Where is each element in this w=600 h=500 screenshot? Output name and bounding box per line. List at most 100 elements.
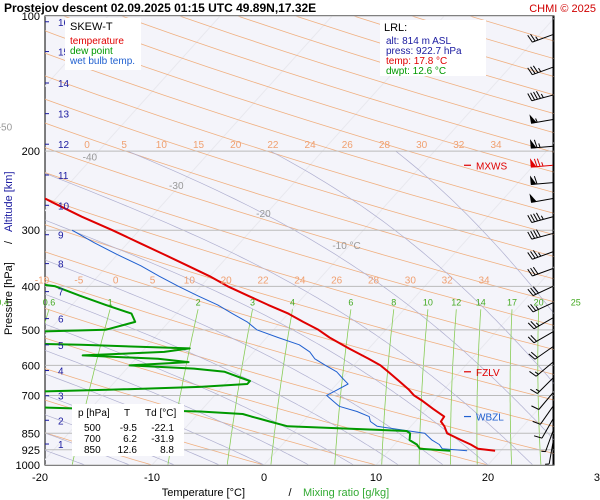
dry-adiabat: [45, 251, 554, 401]
dry-adiabat-label: 26: [342, 140, 354, 151]
dry-adiabat-label: 26: [331, 275, 343, 286]
chart-title: Prostejov descent 02.09.2025 01:15 UTC 4…: [4, 1, 316, 15]
wind-barb: [527, 266, 554, 277]
altitude-tick-label: 5: [58, 341, 64, 352]
y-axis-label: Pressure [hPa]: [3, 262, 15, 335]
mixing-ratio-line: [334, 309, 352, 465]
level-marker-label: MXWS: [476, 161, 507, 172]
dry-adiabat-label: 32: [442, 275, 454, 286]
lrl-dewpoint: dwpt: 12.6 °C: [386, 66, 446, 77]
dry-adiabat-label: 30: [405, 275, 417, 286]
dewpoint-line: [45, 283, 451, 452]
dry-adiabat-label: -10: [35, 275, 50, 286]
svg-text:-9.5: -9.5: [120, 423, 138, 434]
dry-adiabat: [45, 172, 554, 326]
level-marker-label: WBZL: [476, 413, 504, 424]
y-axis-label-group: Pressure [hPa] / Altitude [km]: [3, 171, 15, 335]
wind-barb: [532, 405, 554, 425]
altitude-tick-label: 11: [58, 171, 69, 182]
legend: SKEW-T temperature dew point wet bulb te…: [65, 18, 141, 70]
dry-adiabat-label: 10: [156, 140, 168, 151]
mixing-ratio-label: 3: [250, 297, 255, 307]
altitude-tick-label: 15: [58, 48, 70, 59]
wind-barb: [527, 212, 554, 223]
x-tick-label: 0: [261, 472, 267, 484]
altitude-tick-label: 14: [58, 79, 70, 90]
x-tick-label: 10: [370, 472, 382, 484]
wind-barb: [531, 392, 554, 410]
x-axis-label-separator: /: [288, 487, 292, 499]
altitude-tick-label: 1: [58, 440, 64, 451]
lrl-altitude: alt: 814 m ASL: [386, 36, 451, 47]
altitude-tick-label: 8: [58, 260, 64, 271]
mixing-ratio-label: 4: [290, 297, 295, 307]
moist-adiabat: [45, 373, 265, 465]
table-header-td: Td [°C]: [145, 408, 176, 419]
svg-text:-31.9: -31.9: [151, 434, 174, 445]
altitude-tick-label: 10: [58, 201, 70, 212]
pressure-tick-label: 1000: [16, 460, 40, 472]
mixing-ratio-line: [418, 309, 429, 465]
legend-title: SKEW-T: [70, 21, 113, 33]
wind-barb: [529, 361, 554, 377]
mixing-ratio-label: 10: [423, 297, 433, 307]
isotherm: [45, 16, 333, 336]
mixing-ratio-line: [381, 309, 395, 465]
dry-adiabat: [45, 197, 554, 350]
x-axis-label: Temperature [°C]: [162, 487, 245, 499]
wind-barb: [529, 114, 554, 124]
altitude-tick-label: 13: [58, 110, 70, 121]
lrl-temperature: temp: 17.8 °C: [386, 56, 447, 67]
x-tick-label: -10: [144, 472, 160, 484]
dry-adiabat-label: 34: [490, 140, 502, 151]
legend-wetbulb: wet bulb temp.: [69, 56, 135, 67]
x-tick-label: 30: [594, 472, 600, 484]
x-axis-label-mixing: Mixing ratio [g/kg]: [303, 487, 389, 499]
mixing-ratio-label: 2: [196, 297, 201, 307]
y-axis-ticks: 100 200 300 400 500 600 700 850 925 1000: [16, 11, 40, 472]
isotherm-label: -10 °C: [332, 241, 360, 252]
dry-adiabat-label: 20: [230, 140, 242, 151]
dry-adiabat-label: 34: [478, 275, 490, 286]
dry-adiabat: [45, 147, 554, 303]
mixing-ratio-label: 0.4: [0, 297, 9, 307]
x-tick-label: -20: [32, 472, 48, 484]
copyright-label: CHMI © 2025: [529, 3, 596, 15]
mixing-ratio-label: 17: [507, 297, 517, 307]
dry-adiabat: [45, 122, 554, 280]
dry-adiabat: [45, 75, 554, 236]
mixing-ratio-label: 0.6: [43, 297, 56, 307]
dry-adiabat-label: 28: [379, 140, 391, 151]
pressure-tick-label: 700: [22, 390, 40, 402]
mixing-ratio-label: 6: [348, 297, 353, 307]
level-table: p [hPa] T Td [°C] 500 -9.5 -22.1 700 6.2…: [72, 404, 184, 456]
mixing-ratio-line: [226, 309, 253, 465]
pressure-tick-label: 300: [22, 225, 40, 237]
dry-adiabat: [45, 399, 266, 465]
temperature-line: [45, 197, 496, 452]
dry-adiabat: [45, 279, 554, 427]
dry-adiabat-label: 0: [84, 140, 90, 151]
table-row: 700 6.2 -31.9: [84, 434, 174, 445]
plot-area: [44, 15, 555, 466]
isotherm-label: -50: [0, 123, 13, 134]
wind-barb: [529, 139, 554, 149]
mixing-ratio-line: [576, 309, 583, 474]
pressure-tick-label: 925: [22, 445, 40, 457]
isotherm-label: -40: [83, 153, 98, 164]
dry-adiabat: [45, 224, 554, 375]
moist-adiabat: [395, 150, 554, 315]
altitude-tick-label: 7: [58, 288, 64, 299]
wind-barb: [545, 442, 554, 465]
pressure-tick-label: 600: [22, 360, 40, 372]
wind-barb: [527, 229, 554, 240]
mixing-ratio-label: 14: [476, 297, 486, 307]
wind-barb: [527, 317, 554, 330]
wind-barb: [530, 377, 554, 394]
mixing-ratio-label: 20: [534, 297, 544, 307]
mixing-ratio-line: [509, 309, 513, 465]
dry-adiabat-label: 22: [267, 140, 279, 151]
lrl-title: LRL:: [384, 22, 407, 34]
